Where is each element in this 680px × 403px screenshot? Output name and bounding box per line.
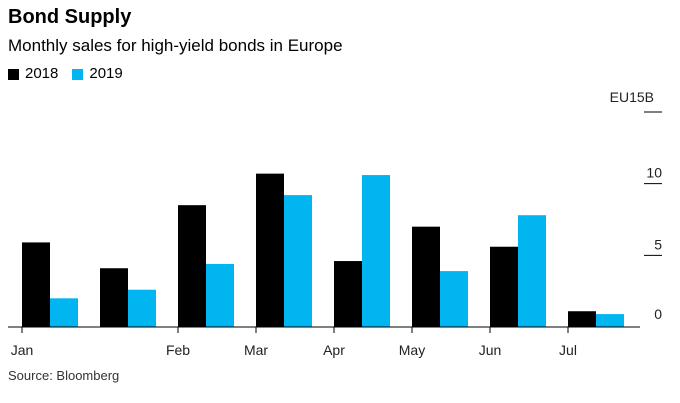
source-note: Source: Bloomberg xyxy=(8,368,120,383)
bar-2019-group-5 xyxy=(440,271,468,327)
legend-label-2019: 2019 xyxy=(89,65,123,82)
bar-2018-group-6 xyxy=(490,246,518,327)
y-tick-label: 0 xyxy=(654,306,662,322)
legend-item-2018: 2018 xyxy=(8,64,58,84)
bar-2018-group-3 xyxy=(256,173,284,327)
bar-2019-group-7 xyxy=(596,314,624,327)
bar-2018-group-1 xyxy=(100,268,128,327)
bar-2019-group-2 xyxy=(206,263,234,327)
y-tick-label: 5 xyxy=(654,236,662,252)
y-unit-label: EU15B xyxy=(610,89,654,105)
legend-label-2018: 2018 xyxy=(25,65,59,82)
chart-title: Bond Supply xyxy=(8,6,132,28)
bar-2019-group-4 xyxy=(362,175,390,327)
x-tick-label: Apr xyxy=(323,342,345,358)
legend-item-2019: 2019 xyxy=(72,64,123,84)
bar-2019-group-6 xyxy=(518,215,546,327)
bar-2018-group-2 xyxy=(178,205,206,327)
chart-subtitle: Monthly sales for high-yield bonds in Eu… xyxy=(8,36,343,55)
legend-swatch-2019 xyxy=(72,68,84,80)
legend-swatch-2018 xyxy=(8,68,19,80)
bars xyxy=(22,173,624,327)
x-tick-label: Jul xyxy=(559,342,577,358)
x-tick-label: Mar xyxy=(244,342,268,358)
x-tick-label: Jan xyxy=(11,342,34,358)
bar-2018-group-4 xyxy=(334,261,362,327)
legend: 2018 2019 xyxy=(8,64,137,84)
bar-2019-group-0 xyxy=(50,298,78,327)
x-tick-label: Jun xyxy=(479,342,502,358)
x-axis-ticks: Jan Feb Mar Apr May Jun Jul xyxy=(11,327,577,358)
y-axis-ticks: 0 5 10 xyxy=(644,111,662,322)
x-tick-label: Feb xyxy=(166,342,190,358)
y-tick-label: 10 xyxy=(646,165,662,181)
bar-2018-group-0 xyxy=(22,242,50,327)
bar-2019-group-3 xyxy=(284,195,312,327)
bar-2018-group-5 xyxy=(412,226,440,327)
bar-2019-group-1 xyxy=(128,289,156,327)
bar-2018-group-7 xyxy=(568,311,596,327)
x-tick-label: May xyxy=(399,342,425,358)
